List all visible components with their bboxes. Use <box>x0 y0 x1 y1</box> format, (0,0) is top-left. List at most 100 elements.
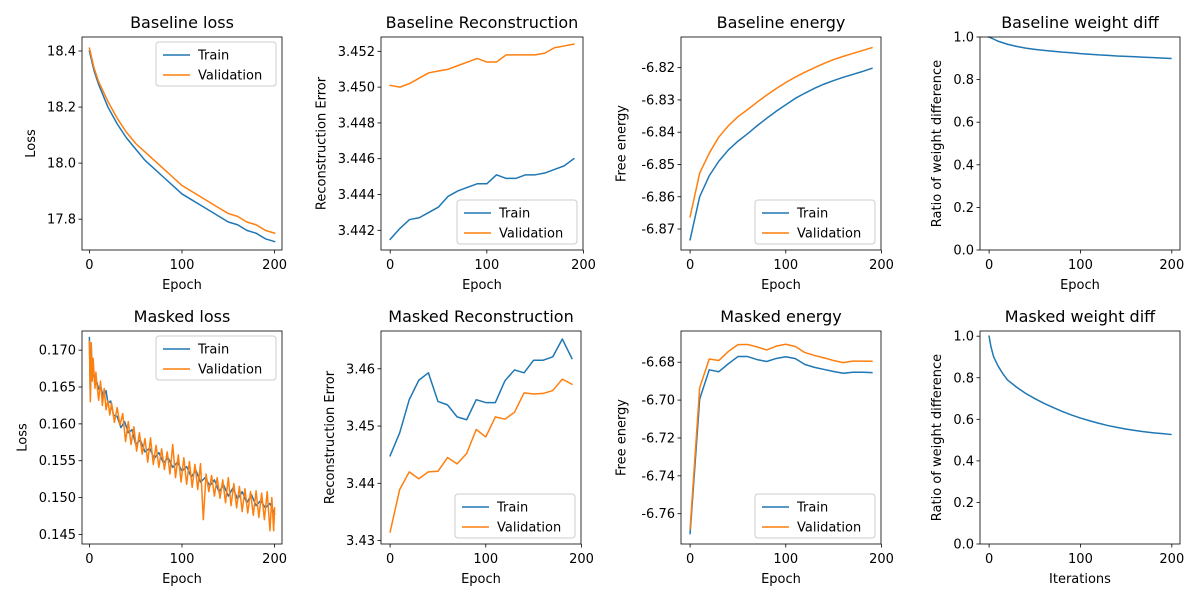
subplot-5: 0 100 200 0.145 0.150 0.155 0.160 0.165 0.170 Mas… <box>16 307 288 587</box>
y-tick-label: 18.0 <box>47 157 76 172</box>
y-axis-label: Free energy <box>615 399 630 476</box>
subplot-title: Baseline weight diff <box>1001 13 1160 32</box>
subplot-title: Masked energy <box>720 307 841 326</box>
y-tick-label: 3.450 <box>338 81 375 96</box>
y-tick-label: -6.76 <box>641 507 675 522</box>
y-tick-label: -6.72 <box>641 431 675 446</box>
y-tick-label: 0.145 <box>39 528 76 543</box>
y-tick-label: 18.2 <box>47 101 76 116</box>
subplot-8: 0 100 200 0.0 0.2 0.4 0.6 0.8 1.0 Masked weight d… <box>930 307 1184 587</box>
subplot-3: 0 100 200 -6.87 -6.86 -6.85 -6.84 -6.83 -6.82 Bas… <box>615 13 894 293</box>
y-tick-label: 3.46 <box>346 362 375 377</box>
y-tick-label: 3.448 <box>338 116 375 131</box>
axes-frame <box>979 36 1181 251</box>
x-tick-label: 0 <box>985 258 993 273</box>
x-tick-label: 0 <box>85 552 93 567</box>
series-line-validation <box>389 378 573 533</box>
legend-entry: Validation <box>797 521 861 536</box>
x-tick-label: 0 <box>386 258 394 273</box>
series-line-train <box>389 338 573 457</box>
x-tick-label: 0 <box>686 552 694 567</box>
y-tick-label: 0.2 <box>953 496 974 511</box>
legend: Train Validation <box>155 335 277 381</box>
x-tick-label: 200 <box>569 552 594 567</box>
legend-entry: Train <box>796 501 828 516</box>
x-tick-label: 200 <box>262 258 287 273</box>
legend-entry: Train <box>197 49 229 64</box>
axes-frame <box>979 330 1181 545</box>
y-tick-label: 1.0 <box>953 31 974 46</box>
legend: Train Validation <box>454 493 576 539</box>
y-tick-label: 0.8 <box>953 371 974 386</box>
x-axis-label: Epoch <box>461 572 501 587</box>
x-tick-label: 100 <box>170 552 195 567</box>
axes-frame <box>680 330 882 545</box>
series-line-weight-diff <box>988 36 1172 60</box>
legend-entry: Validation <box>497 521 561 536</box>
y-axis-label: Loss <box>24 129 39 158</box>
y-tick-label: 0.165 <box>39 381 76 396</box>
y-tick-label: 3.45 <box>346 420 375 435</box>
y-tick-label: 0.4 <box>953 454 974 469</box>
y-tick-label: 0.6 <box>953 413 974 428</box>
y-tick-label: -6.84 <box>641 126 675 141</box>
y-tick-label: 0.0 <box>953 538 974 553</box>
legend-entry: Train <box>496 501 528 516</box>
subplot-title: Masked Reconstruction <box>388 307 573 326</box>
y-tick-label: 0.160 <box>39 417 76 432</box>
subplot-7: 0 100 200 -6.76 -6.74 -6.72 -6.70 -6.68 Masked e… <box>615 307 894 587</box>
subplot-4: 0 100 200 0.0 0.2 0.4 0.6 0.8 1.0 Baseline weight… <box>930 13 1184 293</box>
y-tick-label: 1.0 <box>953 330 974 345</box>
subplot-title: Masked weight diff <box>1005 307 1156 326</box>
x-tick-label: 200 <box>1159 552 1184 567</box>
series-line-train <box>689 67 873 241</box>
y-tick-label: 3.43 <box>346 534 375 549</box>
legend-entry: Validation <box>797 227 861 242</box>
x-tick-label: 100 <box>773 258 798 273</box>
subplot-title: Baseline energy <box>717 13 846 32</box>
y-tick-label: 0.0 <box>953 244 974 259</box>
axes-frame <box>380 36 584 251</box>
y-axis-label: Free energy <box>615 105 630 182</box>
x-axis-label: Iterations <box>1049 572 1111 587</box>
legend-entry: Train <box>498 207 530 222</box>
legend: Train Validation <box>754 493 876 539</box>
subplot-title: Baseline Reconstruction <box>386 13 579 32</box>
legend: Train Validation <box>456 199 578 245</box>
y-tick-label: -6.74 <box>641 469 675 484</box>
legend-entry: Train <box>796 207 828 222</box>
y-axis-label: Ratio of weight difference <box>930 60 945 227</box>
x-axis-label: Epoch <box>1060 278 1100 293</box>
y-tick-label: 3.44 <box>346 477 375 492</box>
y-tick-label: 3.446 <box>338 152 375 167</box>
x-tick-label: 200 <box>1159 258 1184 273</box>
series-line-validation <box>689 343 873 530</box>
series-line-validation <box>88 47 276 235</box>
x-tick-label: 0 <box>686 258 694 273</box>
subplot-2: 0 100 200 3.442 3.444 3.446 3.448 3.450 3.452 Bas… <box>315 13 596 293</box>
x-tick-label: 100 <box>1068 258 1093 273</box>
y-tick-label: 0.2 <box>953 201 974 216</box>
y-tick-label: -6.87 <box>641 223 675 238</box>
x-axis-label: Epoch <box>162 278 202 293</box>
x-tick-label: 200 <box>869 258 894 273</box>
y-axis-label: Loss <box>16 423 31 452</box>
y-tick-label: 17.8 <box>47 213 76 228</box>
x-axis-label: Epoch <box>761 572 801 587</box>
y-tick-label: -6.83 <box>641 93 675 108</box>
y-tick-label: 0.4 <box>953 158 974 173</box>
y-tick-label: -6.86 <box>641 190 675 205</box>
y-axis-label: Reconstruction Error <box>315 76 330 210</box>
y-tick-label: 3.444 <box>338 188 375 203</box>
y-tick-label: 0.8 <box>953 73 974 88</box>
axes-frame <box>680 36 882 251</box>
legend-entry: Validation <box>198 69 262 84</box>
series-line-validation <box>689 46 873 218</box>
y-tick-label: 18.4 <box>47 45 76 60</box>
y-tick-label: 0.155 <box>39 454 76 469</box>
y-tick-label: 3.442 <box>338 224 375 239</box>
x-tick-label: 200 <box>262 552 287 567</box>
subplot-6: 0 100 200 3.43 3.44 3.45 3.46 Masked Reconstruc… <box>323 307 594 587</box>
x-tick-label: 0 <box>985 552 993 567</box>
